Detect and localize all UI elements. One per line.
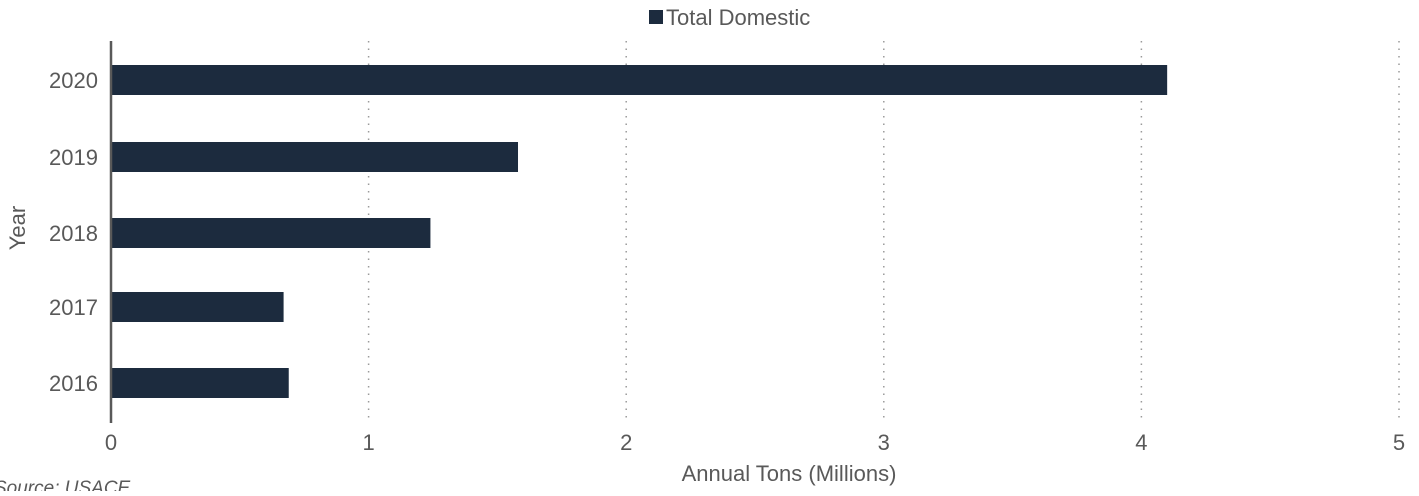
bar-2020: [111, 65, 1168, 95]
x-tick-label: 5: [1393, 430, 1405, 455]
bar-2017: [111, 292, 284, 322]
y-tick-label: 2018: [49, 221, 98, 246]
bars: [111, 65, 1168, 398]
bar-2018: [111, 218, 431, 248]
y-tick-label: 2016: [49, 371, 98, 396]
legend-label: Total Domestic: [666, 5, 810, 30]
y-axis-ticks: 2020 2019 2018 2017 2016: [49, 68, 98, 396]
x-axis-title: Annual Tons (Millions): [682, 461, 897, 486]
y-axis-title: Year: [5, 206, 30, 250]
legend-swatch: [649, 10, 663, 24]
x-tick-label: 2: [620, 430, 632, 455]
source-note: Source: USACE: [0, 478, 131, 491]
y-tick-label: 2020: [49, 68, 98, 93]
x-tick-label: 3: [878, 430, 890, 455]
x-tick-label: 4: [1135, 430, 1147, 455]
bar-2016: [111, 368, 289, 398]
y-tick-label: 2017: [49, 295, 98, 320]
y-tick-label: 2019: [49, 145, 98, 170]
bar-2019: [111, 142, 519, 172]
x-axis-ticks: 0 1 2 3 4 5: [105, 430, 1405, 455]
legend: Total Domestic: [649, 5, 810, 30]
x-tick-label: 1: [362, 430, 374, 455]
gridlines: [367, 41, 1400, 423]
x-tick-label: 0: [105, 430, 117, 455]
